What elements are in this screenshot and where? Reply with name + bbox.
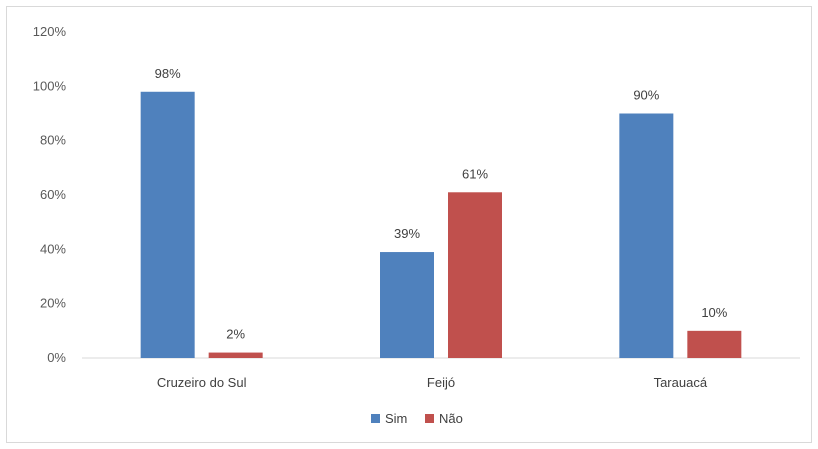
legend-label: Não xyxy=(439,411,463,426)
data-label: 61% xyxy=(462,166,488,181)
y-axis-ticks: 0% 20% 40% 60% 80% 100% 120% xyxy=(33,24,67,365)
data-label: 98% xyxy=(155,66,181,81)
legend-label: Sim xyxy=(385,411,407,426)
legend-swatch xyxy=(371,414,380,423)
chart-frame xyxy=(6,6,812,443)
legend: Sim Não xyxy=(371,411,463,426)
y-tick-label: 40% xyxy=(40,241,66,256)
y-tick-label: 0% xyxy=(47,350,66,365)
data-label: 2% xyxy=(226,327,245,342)
bar-sim xyxy=(619,113,674,358)
x-category-label: Cruzeiro do Sul xyxy=(157,375,247,390)
y-tick-label: 60% xyxy=(40,187,66,202)
data-label: 10% xyxy=(701,305,727,320)
y-tick-label: 120% xyxy=(33,24,67,39)
data-label: 39% xyxy=(394,226,420,241)
bar-não xyxy=(687,330,742,358)
bar-sim xyxy=(380,252,434,358)
x-category-label: Feijó xyxy=(427,375,455,390)
y-tick-label: 80% xyxy=(40,133,66,148)
bar-não xyxy=(448,192,502,358)
x-axis-categories: Cruzeiro do Sul Feijó Tarauacá xyxy=(157,375,708,390)
bars: 98% 2% 39% 61% 90% 10% xyxy=(140,66,742,359)
y-tick-label: 100% xyxy=(33,78,67,93)
legend-swatch xyxy=(425,414,434,423)
data-label: 90% xyxy=(633,88,659,103)
bar-sim xyxy=(140,91,195,359)
x-category-label: Tarauacá xyxy=(654,375,708,390)
y-tick-label: 20% xyxy=(40,296,66,311)
bar-não xyxy=(208,352,263,358)
